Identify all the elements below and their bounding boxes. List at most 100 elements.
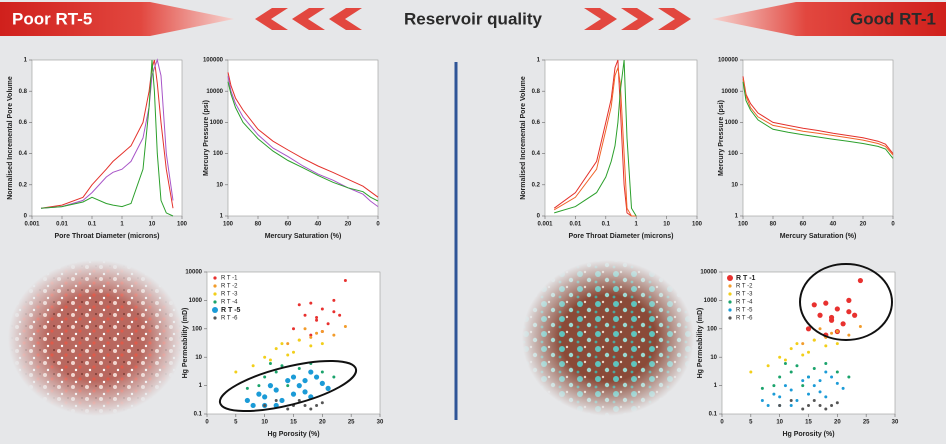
left-chevrons	[255, 8, 362, 30]
point	[807, 351, 810, 354]
x-tick-label: 40	[830, 222, 837, 228]
point	[298, 303, 301, 306]
point	[251, 403, 256, 408]
y-tick-label: 1000	[725, 120, 739, 126]
y-tick-label: 1	[714, 383, 718, 389]
x-tick-label: 1	[120, 222, 124, 228]
y-tick-label: 100	[707, 326, 718, 332]
y-tick-label: 0.4	[532, 151, 541, 157]
point	[280, 342, 283, 345]
point	[790, 388, 793, 391]
point	[749, 371, 752, 374]
point	[819, 404, 822, 407]
point	[767, 404, 770, 407]
point	[761, 387, 764, 390]
legend-label: R T -4	[221, 300, 238, 306]
x-tick-label: 0.01	[56, 222, 68, 228]
point	[285, 378, 290, 383]
thin-section-left	[8, 260, 184, 416]
point	[298, 339, 301, 342]
y-tick-label: 100	[192, 326, 203, 332]
point	[836, 371, 839, 374]
point	[836, 401, 839, 404]
point	[819, 327, 822, 330]
y-tick-label: 0.6	[532, 120, 541, 126]
point	[807, 376, 810, 379]
point	[315, 332, 318, 335]
x-tick-label: 0.01	[570, 222, 582, 228]
point	[304, 327, 307, 330]
point	[304, 314, 307, 317]
plot-area	[743, 60, 893, 216]
point	[308, 369, 313, 374]
y-tick-label: 1000	[210, 120, 224, 126]
plot-area	[228, 60, 378, 216]
x-tick-label: 25	[348, 420, 355, 426]
y-tick-label: 0.4	[19, 151, 28, 157]
point	[823, 301, 828, 306]
x-tick-label: 20	[834, 420, 841, 426]
x-tick-label: 0	[891, 222, 895, 228]
x-tick-label: 30	[892, 420, 899, 426]
point	[847, 334, 850, 337]
point	[824, 395, 827, 398]
point	[772, 384, 775, 387]
x-tick-label: 10	[776, 420, 783, 426]
x-tick-label: 1	[635, 222, 639, 228]
point	[859, 325, 862, 328]
y-tick-label: 10000	[700, 270, 717, 276]
point	[846, 309, 851, 314]
legend-marker	[727, 275, 733, 281]
x-tick-label: 60	[800, 222, 807, 228]
legend-label: R T -5	[221, 307, 241, 314]
point	[801, 342, 804, 345]
x-tick-label: 80	[255, 222, 262, 228]
point	[332, 334, 335, 337]
legend-marker	[728, 308, 731, 311]
y-tick-label: 0.2	[19, 182, 28, 188]
x-tick-label: 100	[177, 222, 188, 228]
point	[309, 407, 312, 410]
point	[297, 383, 302, 388]
legend-marker	[728, 316, 731, 319]
point	[830, 376, 833, 379]
point	[314, 374, 319, 379]
y-tick-label: 1000	[189, 298, 203, 304]
point	[234, 371, 237, 374]
y-tick-label: 0.1	[709, 412, 718, 418]
point	[275, 399, 278, 402]
legend-label: R T -5	[736, 308, 753, 314]
right-label: Good RT-1	[850, 9, 936, 28]
point	[315, 316, 318, 319]
point	[315, 319, 318, 322]
x-axis-label: Hg Porosity (%)	[782, 431, 834, 438]
point	[321, 401, 324, 404]
point	[291, 374, 296, 379]
x-axis-label: Pore Throat Diameter (microns)	[54, 233, 159, 240]
x-tick-label: 5	[749, 420, 753, 426]
point	[292, 327, 295, 330]
point	[813, 367, 816, 370]
point	[824, 362, 827, 365]
point	[824, 371, 827, 374]
point	[338, 314, 341, 317]
legend-label: R T -6	[221, 316, 238, 322]
x-tick-label: 60	[285, 222, 292, 228]
point	[263, 376, 266, 379]
point	[292, 351, 295, 354]
point	[812, 302, 817, 307]
x-tick-label: 10	[663, 222, 670, 228]
x-tick-label: 15	[290, 420, 297, 426]
point	[257, 384, 260, 387]
point	[778, 404, 781, 407]
point	[784, 362, 787, 365]
figure: Poor RT-5 Reservoir quality Good RT-1 0.…	[0, 0, 946, 444]
point	[836, 382, 839, 385]
legend-marker	[728, 292, 731, 295]
center-label: Reservoir quality	[404, 9, 542, 28]
point	[801, 353, 804, 356]
x-tick-label: 10	[261, 420, 268, 426]
y-tick-label: 10	[710, 355, 717, 361]
y-axis-label: Normalised Incremental Pore Volume	[7, 76, 14, 200]
point	[847, 376, 850, 379]
